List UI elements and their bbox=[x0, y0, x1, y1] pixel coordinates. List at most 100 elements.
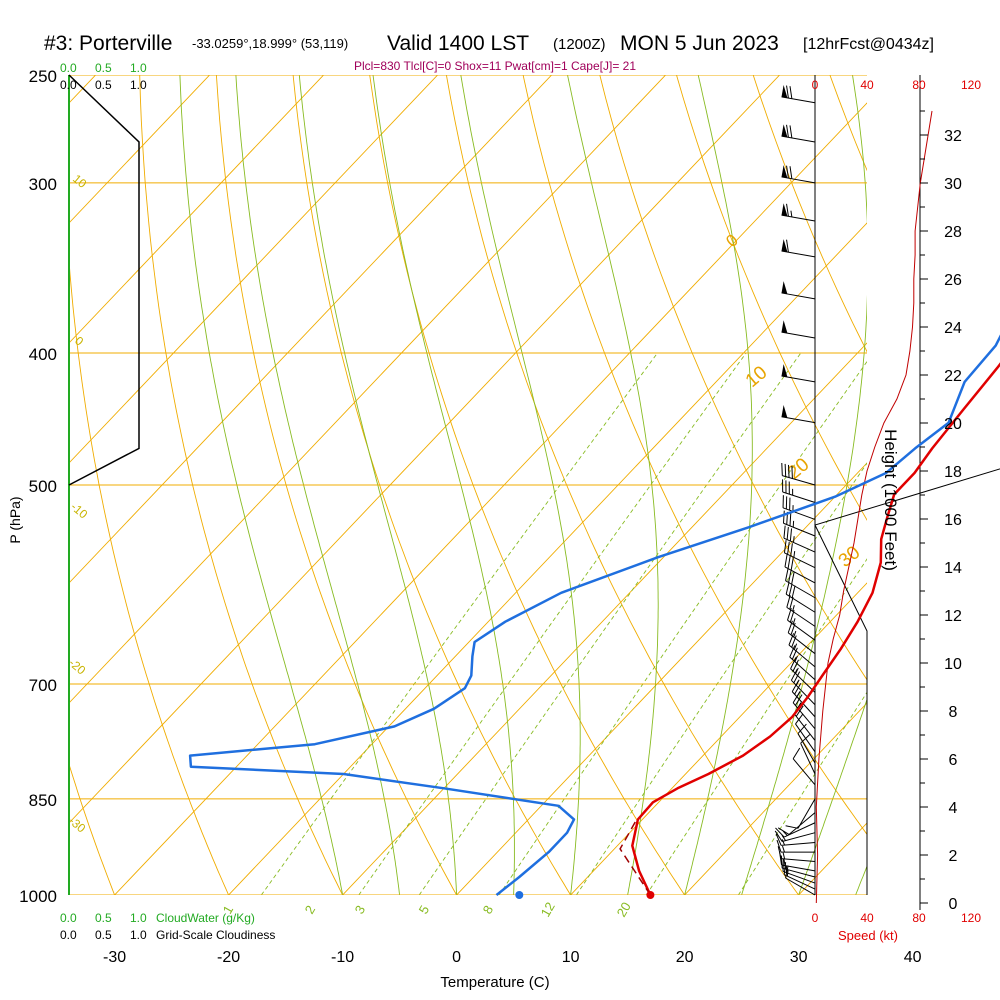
isotherm-line bbox=[69, 75, 781, 824]
height-tick-label: 18 bbox=[944, 464, 962, 481]
wind-barb-staff bbox=[790, 668, 816, 693]
isotherm-line bbox=[341, 342, 867, 895]
x-tick-label: -30 bbox=[103, 949, 126, 966]
wind-barb-flag bbox=[785, 825, 799, 829]
wind-barb-flag bbox=[794, 694, 803, 706]
wind-barb-flag bbox=[788, 583, 793, 597]
x-tick-label: 20 bbox=[676, 949, 694, 966]
isotherm-line bbox=[113, 102, 867, 895]
wind-barb-flag bbox=[782, 510, 785, 524]
wind-barb-staff bbox=[783, 874, 816, 890]
wind-barb-flag bbox=[789, 597, 794, 610]
dry-adiabat-line bbox=[69, 762, 116, 895]
wind-barb-flag bbox=[775, 833, 782, 846]
speed-tick-top: 0 bbox=[812, 78, 819, 92]
wind-barb-flag bbox=[789, 513, 792, 526]
speed-tick-bottom: 80 bbox=[912, 911, 926, 925]
wind-barb-flag bbox=[786, 526, 789, 540]
height-tick-label: 8 bbox=[949, 704, 958, 721]
moist-adiabat-line bbox=[741, 75, 867, 895]
x-tick-label: -20 bbox=[217, 949, 240, 966]
isotherm-line bbox=[683, 702, 867, 895]
wind-barb-half-flag bbox=[792, 605, 795, 612]
isotherm-line bbox=[569, 582, 867, 895]
dry-adiabat-line bbox=[292, 75, 572, 895]
x-tick-label: 30 bbox=[790, 949, 808, 966]
wind-barb-staff bbox=[781, 250, 816, 258]
pressure-tick-labels: 250 300 400 500 700 850 1000 bbox=[19, 67, 57, 906]
dry-adiabat-line bbox=[69, 254, 230, 895]
wind-barb-staff bbox=[785, 580, 816, 599]
wind-barb-staff bbox=[781, 135, 816, 143]
wind-barb-flag bbox=[781, 462, 783, 476]
wind-barb-flag bbox=[784, 463, 787, 477]
wind-barb-staff bbox=[788, 644, 816, 668]
wind-barb-flag bbox=[788, 633, 795, 646]
pressure-tick-label: 500 bbox=[29, 477, 57, 496]
moist-adiabat-line bbox=[798, 698, 867, 895]
cloudwater-label: CloudWater (g/Kg) bbox=[156, 911, 255, 925]
wind-barb-half-flag bbox=[795, 667, 799, 674]
wind-barb-flag bbox=[790, 657, 797, 670]
wind-barb-flag bbox=[786, 165, 789, 179]
wind-barb-half-flag bbox=[781, 839, 786, 846]
wind-barb-staff bbox=[782, 870, 816, 884]
height-tick-label: 6 bbox=[949, 752, 958, 769]
x-tick-label: 0 bbox=[452, 949, 461, 966]
wind-barb-staff bbox=[785, 593, 816, 613]
wind-barb-flag bbox=[784, 554, 788, 568]
wind-barb-flag bbox=[795, 713, 804, 725]
wind-barb-flag bbox=[785, 568, 789, 581]
height-tick-label: 4 bbox=[949, 800, 958, 817]
moist-adiabat-line bbox=[179, 75, 344, 895]
cloudwater-tick-top: 0.0 bbox=[60, 61, 77, 75]
wind-barb-half-flag bbox=[793, 536, 795, 543]
wind-barb-half-flag bbox=[782, 845, 785, 853]
moist-adiabat-line bbox=[298, 75, 458, 895]
cloudwater-tick-top: 1.0 bbox=[130, 61, 147, 75]
parcel-line bbox=[619, 819, 652, 896]
title-station: #3: Porterville bbox=[44, 32, 172, 55]
wind-barb-staff bbox=[793, 713, 816, 741]
cloudwater-tick-top: 0.5 bbox=[95, 61, 112, 75]
wind-barb-pennant bbox=[781, 404, 788, 418]
speed-tick-top: 80 bbox=[912, 78, 926, 92]
x-tick-label: 10 bbox=[562, 949, 580, 966]
isotherm-line bbox=[227, 222, 867, 895]
wind-barb-staff bbox=[786, 606, 816, 627]
isotherm-line bbox=[69, 75, 211, 224]
isotherm-line bbox=[69, 75, 667, 704]
speed-tick-bottom: 120 bbox=[961, 911, 981, 925]
cloudiness-tick-top: 0.5 bbox=[95, 78, 112, 92]
dewpoint-line bbox=[188, 334, 1000, 896]
wind-barb-pennant bbox=[781, 364, 788, 378]
wind-barb-staff bbox=[782, 507, 816, 520]
isotherm-line bbox=[69, 75, 439, 464]
wind-barb-flag bbox=[783, 540, 787, 553]
x-tick-labels: -30 -20 -10 0 10 20 30 40 bbox=[103, 949, 922, 966]
wind-barb-flag bbox=[790, 543, 793, 556]
wind-barb-flag bbox=[789, 86, 793, 99]
moist-adiabat-line bbox=[684, 75, 753, 895]
dry-adiabat-line bbox=[676, 75, 867, 521]
wind-barb-flag bbox=[789, 125, 793, 139]
wind-barb-half-flag bbox=[790, 210, 793, 218]
wind-barb-flag bbox=[780, 855, 783, 869]
wind-barb-pennant bbox=[781, 320, 788, 334]
wind-barb-staff bbox=[781, 864, 816, 872]
wind-barb-staff bbox=[784, 566, 816, 584]
cloudiness-tick-bottom: 1.0 bbox=[130, 928, 147, 942]
height-tick-label: 32 bbox=[944, 128, 962, 145]
wind-barb-flag bbox=[777, 827, 790, 835]
height-tick-label: 2 bbox=[949, 848, 958, 865]
wind-barb-flag bbox=[786, 85, 789, 99]
dry-adiabat-line bbox=[445, 75, 800, 895]
height-tick-label: 24 bbox=[944, 320, 962, 337]
isotherm-line bbox=[69, 75, 553, 584]
height-tick-label: 26 bbox=[944, 272, 962, 289]
pressure-tick-label: 850 bbox=[29, 791, 57, 810]
wind-barb-half-flag bbox=[797, 702, 802, 709]
wind-barb-pennant bbox=[781, 281, 788, 294]
